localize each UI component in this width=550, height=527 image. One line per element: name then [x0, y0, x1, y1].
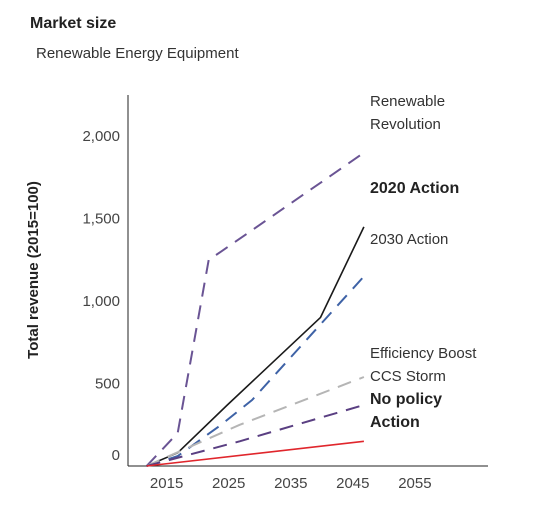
x-tick-label: 2015: [150, 475, 183, 492]
series-line: [145, 151, 365, 467]
series-label: 2020 Action: [370, 180, 459, 197]
y-axis-label: Total revenue (2015=100): [25, 181, 42, 359]
y-tick-label: 1,000: [82, 293, 120, 310]
y-tick-label: 2,000: [82, 128, 120, 145]
series-line: [146, 226, 365, 467]
y-tick-label: 1,500: [82, 211, 120, 228]
y-tick-label: 500: [95, 376, 120, 393]
chart-subtitle: Renewable Energy Equipment: [36, 45, 239, 62]
series-line: [146, 376, 365, 467]
series-label: No policy: [370, 391, 442, 408]
series-line: [146, 275, 365, 467]
x-tick-label: 2055: [398, 475, 431, 492]
chart-title: Market size: [30, 15, 116, 32]
x-tick-label: 2045: [336, 475, 369, 492]
series-label: Action: [370, 414, 420, 431]
series-label: CCS Storm: [370, 368, 446, 385]
y-tick-label: 0: [112, 447, 120, 464]
series-line: [146, 404, 365, 467]
series-line: [146, 440, 364, 467]
series-label: Revolution: [370, 116, 441, 133]
series-label: 2030 Action: [370, 231, 448, 248]
x-tick-label: 2035: [274, 475, 307, 492]
series-label: Renewable: [370, 93, 445, 110]
x-tick-label: 2025: [212, 475, 245, 492]
series-label: Efficiency Boost: [370, 345, 477, 362]
